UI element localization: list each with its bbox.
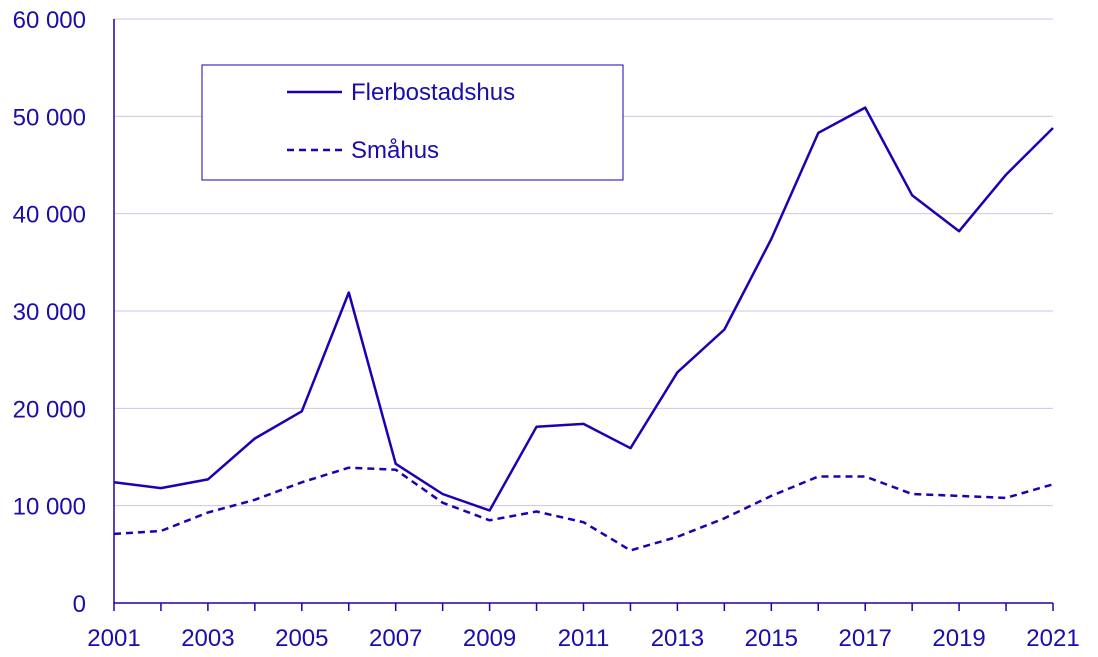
x-axis-tick-labels: 2001 2003 2005 2007 2009 2011 2013 2015 2017 2019… [87, 625, 1079, 652]
series-line-sm-hus [113, 466, 1054, 552]
y-tick-label: 30 000 [13, 299, 86, 326]
x-tick-label: 2007 [369, 625, 422, 652]
y-tick-label: 0 [73, 591, 86, 618]
x-tick-label: 2005 [275, 625, 328, 652]
y-tick-label: 10 000 [13, 494, 86, 521]
x-tick-label: 2015 [745, 625, 798, 652]
series-line-flerbostadshus [113, 106, 1054, 512]
x-tick-label: 2021 [1026, 625, 1079, 652]
legend-box [201, 64, 624, 181]
y-axis-tick-labels: 0 10 000 20 000 30 000 40 000 50 000 60 000 [13, 7, 86, 618]
axes [113, 19, 1054, 611]
legend: Flerbostadshus Småhus [201, 64, 624, 181]
legend-label-smahus: Småhus [351, 137, 439, 164]
y-tick-label: 50 000 [13, 104, 86, 131]
y-tick-label: 20 000 [13, 396, 86, 423]
x-tick-label: 2001 [87, 625, 140, 652]
x-tick-label: 2011 [558, 625, 610, 652]
x-tick-label: 2017 [839, 625, 892, 652]
x-tick-label: 2009 [463, 625, 516, 652]
y-tick-label: 60 000 [13, 7, 86, 34]
x-tick-label: 2013 [651, 625, 704, 652]
y-tick-label: 40 000 [13, 202, 86, 229]
x-tick-label: 2019 [932, 625, 985, 652]
x-tick-label: 2003 [181, 625, 234, 652]
legend-label-flerbostadshus: Flerbostadshus [351, 79, 515, 106]
series-lines [113, 106, 1054, 552]
